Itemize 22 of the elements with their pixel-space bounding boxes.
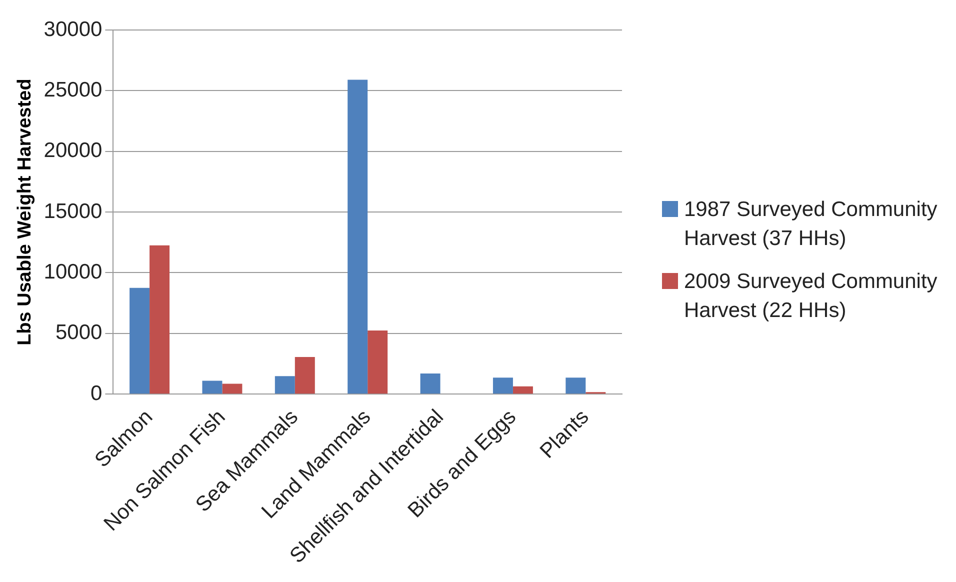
bar: [420, 373, 440, 394]
bar: [294, 356, 315, 394]
bar: [512, 386, 533, 394]
legend-label: 2009 Surveyed Community Harvest (22 HHs): [684, 269, 938, 324]
bar: [222, 384, 242, 394]
y-tick-label: 30000: [44, 18, 102, 41]
y-tick-label: 25000: [44, 78, 102, 102]
y-tick-label: 20000: [44, 139, 102, 162]
bar: [130, 288, 150, 394]
bar: [150, 245, 170, 394]
bar: [566, 378, 586, 394]
y-tick-label: 10000: [44, 260, 102, 284]
y-tick-label: 5000: [55, 321, 102, 344]
y-axis-title: Lbs Usable Weight Harvested: [14, 78, 36, 346]
y-tick-label: 15000: [44, 200, 102, 223]
bar: [348, 80, 368, 394]
bar: [202, 380, 222, 394]
legend-label: 1987 Surveyed Community Harvest (37 HHs): [684, 197, 938, 252]
bar: [368, 330, 388, 394]
y-tick-label: 0: [90, 382, 102, 405]
bar: [274, 376, 295, 394]
bar: [492, 378, 513, 394]
